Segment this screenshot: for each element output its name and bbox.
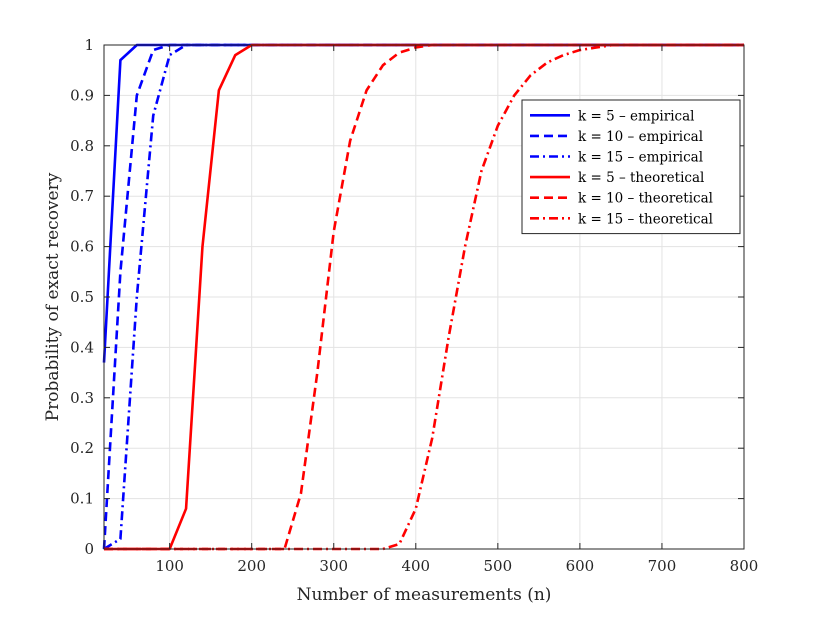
y-tick-label: 0 [84, 540, 94, 558]
x-tick-label: 700 [648, 557, 677, 575]
legend-label-5: k = 10 – theoretical [578, 191, 713, 207]
y-tick-label: 0.6 [70, 238, 94, 256]
x-tick-label: 100 [155, 557, 184, 575]
legend-label-2: k = 10 – empirical [578, 129, 703, 145]
legend-label-3: k = 15 – empirical [578, 150, 703, 166]
ticks [104, 44, 745, 550]
legend-label-6: k = 15 – theoretical [578, 211, 713, 227]
y-tick-label: 0.3 [70, 389, 94, 407]
y-tick-label: 0.5 [70, 288, 94, 306]
y-tick-label: 0.7 [70, 187, 94, 205]
legend-label-4: k = 5 – theoretical [578, 170, 704, 186]
y-tick-label: 0.2 [70, 439, 94, 457]
y-axis-label: Probability of exact recovery [43, 172, 63, 421]
x-tick-label: 300 [319, 557, 348, 575]
y-tick-label: 0.1 [70, 490, 94, 508]
y-tick-label: 0.9 [70, 86, 94, 104]
x-tick-label: 200 [237, 557, 266, 575]
legend-box [521, 99, 741, 235]
y-tick-label: 1 [84, 36, 94, 54]
y-tick-label: 0.4 [70, 338, 94, 356]
x-tick-label: 500 [484, 557, 513, 575]
y-tick-label: 0.8 [70, 137, 94, 155]
legend: k = 5 – empirical k = 10 – empirical k = 1… [521, 99, 741, 235]
legend-label-1: k = 5 – empirical [578, 108, 694, 124]
x-axis-label: Number of measurements (n) [297, 585, 552, 605]
x-tick-label: 400 [401, 557, 430, 575]
x-tick-label: 800 [730, 557, 759, 575]
x-tick-label: 600 [566, 557, 595, 575]
tick-labels: 100 200 300 400 500 600 700 800 0 0.1 0.2 0.3 0.4 0.5… [70, 36, 758, 575]
